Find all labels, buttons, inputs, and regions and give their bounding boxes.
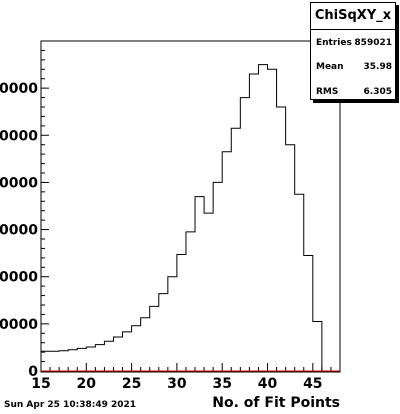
- stats-value: 35.98: [363, 62, 392, 72]
- stats-key: Entries: [316, 38, 352, 48]
- y-tick-label: 0: [28, 364, 38, 380]
- histogram-outline: [41, 64, 323, 371]
- x-tick-label: 15: [31, 376, 50, 392]
- x-tick-label: 45: [303, 376, 322, 392]
- x-axis-title: No. of Fit Points: [212, 395, 340, 411]
- x-tick-label: 25: [122, 376, 141, 392]
- x-tick-label: 40: [258, 376, 278, 392]
- y-tick-label: 60000: [0, 81, 38, 97]
- stats-value: 6.305: [363, 87, 392, 97]
- x-tick-label: 20: [77, 376, 97, 392]
- plot-frame: [40, 40, 341, 373]
- y-tick-label: 30000: [0, 223, 38, 239]
- stats-key: RMS: [316, 87, 339, 97]
- x-tick-label: 30: [167, 376, 187, 392]
- stats-value: 859021: [354, 38, 392, 48]
- y-tick-label: 40000: [0, 175, 38, 191]
- stats-key: Mean: [316, 62, 344, 72]
- y-tick-label: 10000: [0, 317, 38, 333]
- y-tick-label: 20000: [0, 270, 38, 286]
- timestamp: Sun Apr 25 10:38:49 2021: [4, 400, 137, 410]
- x-tick-label: 35: [212, 376, 231, 392]
- y-tick-label: 50000: [0, 128, 38, 144]
- y-axis: 0 10000 20000 30000 40000 50000 60000: [0, 49, 49, 380]
- stats-box: ChiSqXY_x Entries 859021 Mean 35.98 RMS …: [310, 2, 396, 100]
- stats-title: ChiSqXY_x: [311, 3, 395, 30]
- x-axis: 15 20 25 30 35 40 45: [31, 363, 341, 392]
